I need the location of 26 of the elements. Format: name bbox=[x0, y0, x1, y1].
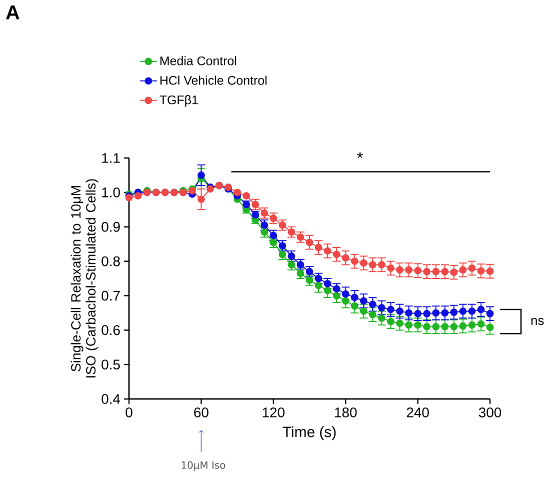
x-tick-label: 300 bbox=[478, 407, 502, 418]
legend-label: TGFβ1 bbox=[160, 95, 198, 107]
point bbox=[134, 192, 142, 200]
x-tick-label: 180 bbox=[335, 407, 357, 418]
y-axis-title: Single-Cell Relaxation to 10μM ISO (Carbachol-Stimulated Cells) bbox=[70, 179, 98, 378]
y-tick-label: 0.7 bbox=[102, 290, 120, 301]
text: 10μM Iso bbox=[182, 461, 226, 471]
x-tick-label: 120 bbox=[262, 407, 284, 418]
text: ns bbox=[531, 318, 544, 326]
x-tick-label: 240 bbox=[406, 407, 429, 418]
y-tick-label: 0.6 bbox=[102, 325, 120, 336]
text: * bbox=[357, 152, 363, 158]
point bbox=[234, 188, 242, 196]
text: A bbox=[6, 6, 20, 20]
legend-label: HCl Vehicle Control bbox=[160, 76, 267, 85]
y-tick-label: 0.5 bbox=[102, 360, 120, 370]
y-tick-label: 0.9 bbox=[102, 222, 120, 232]
y-tick-label: 1.1 bbox=[102, 153, 120, 163]
y-tick-label: 0.8 bbox=[102, 256, 120, 266]
x-axis-title: Time (s) bbox=[282, 426, 336, 440]
legend-label: Media Control bbox=[160, 56, 236, 66]
y-tick-label: 1.0 bbox=[102, 187, 120, 198]
point bbox=[242, 192, 250, 200]
x-tick-label: 60 bbox=[194, 407, 208, 418]
x-tick-label: 0 bbox=[126, 407, 132, 418]
y-tick-label: 0.4 bbox=[102, 394, 120, 404]
